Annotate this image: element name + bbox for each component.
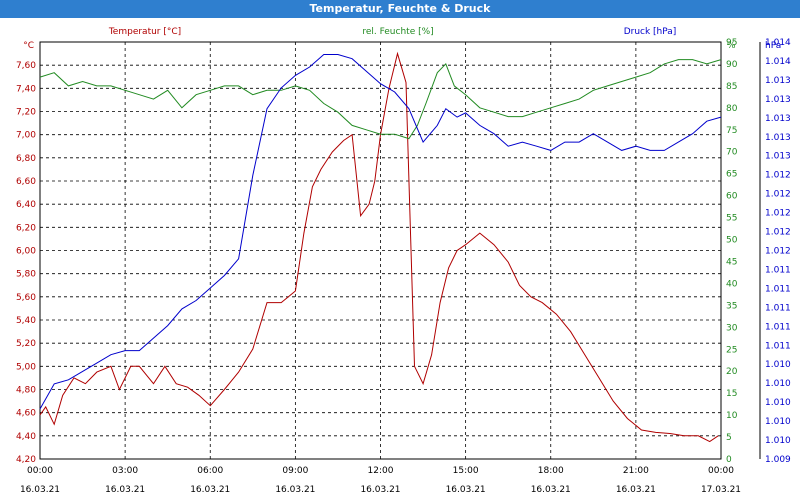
x-tick-label-time: 12:00 (368, 466, 394, 476)
pressure-tick-label: 1.013 (765, 76, 791, 86)
humidity-tick-label: 75 (726, 126, 737, 136)
temperature-tick-label: 6,40 (16, 200, 36, 210)
pressure-tick-label: 1.012 (765, 247, 791, 257)
x-tick-label-time: 00:00 (708, 466, 734, 476)
pressure-tick-label: 1.014 (765, 57, 791, 67)
x-tick-label-date: 16.03.21 (446, 485, 486, 495)
pressure-tick-label: 1.011 (765, 341, 791, 351)
humidity-tick-label: 45 (726, 257, 737, 267)
pressure-tick-label: 1.010 (765, 417, 791, 427)
pressure-series-line (39, 54, 722, 410)
pressure-tick-label: 1.014 (765, 38, 791, 48)
x-tick-label-time: 00:00 (27, 466, 53, 476)
pressure-unit-label: hPa (765, 41, 781, 51)
humidity-unit-label: % (727, 41, 736, 51)
x-tick-label-date: 16.03.21 (616, 485, 656, 495)
temperature-tick-label: 4,60 (16, 409, 36, 419)
temperature-tick-label: 4,20 (16, 455, 36, 465)
temperature-tick-label: 6,00 (16, 247, 36, 257)
pressure-tick-label: 1.010 (765, 379, 791, 389)
temperature-tick-label: 4,40 (16, 432, 36, 442)
x-tick-label-time: 09:00 (282, 466, 308, 476)
pressure-axis-title: Druck [hPa] (624, 27, 677, 37)
pressure-tick-label: 1.012 (765, 228, 791, 238)
humidity-tick-label: 20 (726, 367, 738, 377)
temperature-tick-label: 5,60 (16, 293, 36, 303)
temperature-tick-label: 6,20 (16, 223, 36, 233)
x-tick-label-date: 17.03.21 (701, 485, 741, 495)
humidity-tick-label: 5 (726, 433, 732, 443)
pressure-tick-label: 1.010 (765, 360, 791, 370)
humidity-tick-label: 65 (726, 170, 737, 180)
humidity-tick-label: 0 (726, 455, 732, 465)
pressure-tick-label: 1.012 (765, 190, 791, 200)
temperature-tick-label: 5,40 (16, 316, 36, 326)
pressure-tick-label: 1.013 (765, 133, 791, 143)
chart-title-bar: Temperatur, Feuchte & Druck (0, 0, 800, 18)
temperature-axis-title: Temperatur [°C] (108, 27, 181, 37)
humidity-tick-label: 15 (726, 389, 737, 399)
temperature-series-line (39, 51, 719, 443)
pressure-tick-label: 1.009 (765, 455, 791, 465)
grid-layer (39, 41, 722, 460)
humidity-tick-label: 25 (726, 345, 737, 355)
x-tick-label-time: 06:00 (197, 466, 223, 476)
series-layer (39, 51, 722, 443)
temperature-tick-label: 7,00 (16, 131, 36, 141)
pressure-tick-label: 1.012 (765, 209, 791, 219)
humidity-tick-label: 95 (726, 38, 737, 48)
x-tick-label-time: 18:00 (538, 466, 564, 476)
humidity-tick-label: 55 (726, 214, 737, 224)
humidity-tick-label: 10 (726, 411, 738, 421)
axis-layer: 00:00 16.03.21 03:00 16.03.21 06:00 16.03.21 0… (16, 38, 791, 495)
humidity-tick-label: 30 (726, 323, 738, 333)
pressure-tick-label: 1.012 (765, 171, 791, 181)
humidity-series-line (39, 59, 722, 140)
temperature-tick-label: 6,60 (16, 177, 36, 187)
humidity-tick-label: 85 (726, 82, 737, 92)
temperature-tick-label: 7,60 (16, 61, 36, 71)
temperature-tick-label: 5,80 (16, 270, 36, 280)
pressure-tick-label: 1.011 (765, 284, 791, 294)
pressure-tick-label: 1.013 (765, 152, 791, 162)
temperature-unit-label: °C (23, 41, 34, 51)
humidity-tick-label: 60 (726, 192, 738, 202)
humidity-axis-title: rel. Feuchte [%] (362, 27, 433, 37)
temperature-tick-label: 7,20 (16, 108, 36, 118)
x-tick-label-time: 21:00 (623, 466, 649, 476)
temperature-tick-label: 7,40 (16, 84, 36, 94)
x-tick-label-date: 16.03.21 (190, 485, 230, 495)
x-tick-label-date: 16.03.21 (20, 485, 60, 495)
humidity-tick-label: 70 (726, 148, 738, 158)
temperature-tick-label: 6,80 (16, 154, 36, 164)
humidity-tick-label: 50 (726, 236, 738, 246)
pressure-tick-label: 1.011 (765, 322, 791, 332)
pressure-tick-label: 1.013 (765, 95, 791, 105)
pressure-tick-label: 1.013 (765, 114, 791, 124)
temperature-tick-label: 5,20 (16, 339, 36, 349)
x-tick-label-date: 16.03.21 (275, 485, 315, 495)
humidity-tick-label: 40 (726, 279, 738, 289)
x-tick-label-time: 15:00 (453, 466, 479, 476)
x-tick-label-date: 16.03.21 (531, 485, 571, 495)
x-tick-label-date: 16.03.21 (360, 485, 400, 495)
pressure-tick-label: 1.011 (765, 303, 791, 313)
temperature-tick-label: 5,00 (16, 362, 36, 372)
x-tick-label-date: 16.03.21 (105, 485, 145, 495)
x-tick-label-time: 03:00 (112, 466, 138, 476)
humidity-tick-label: 80 (726, 104, 738, 114)
humidity-tick-label: 90 (726, 60, 738, 70)
pressure-tick-label: 1.010 (765, 398, 791, 408)
pressure-tick-label: 1.010 (765, 436, 791, 446)
pressure-tick-label: 1.011 (765, 265, 791, 275)
temperature-tick-label: 4,80 (16, 386, 36, 396)
humidity-tick-label: 35 (726, 301, 737, 311)
chart-area: 00:00 16.03.21 03:00 16.03.21 06:00 16.03.21 0… (16, 27, 791, 495)
